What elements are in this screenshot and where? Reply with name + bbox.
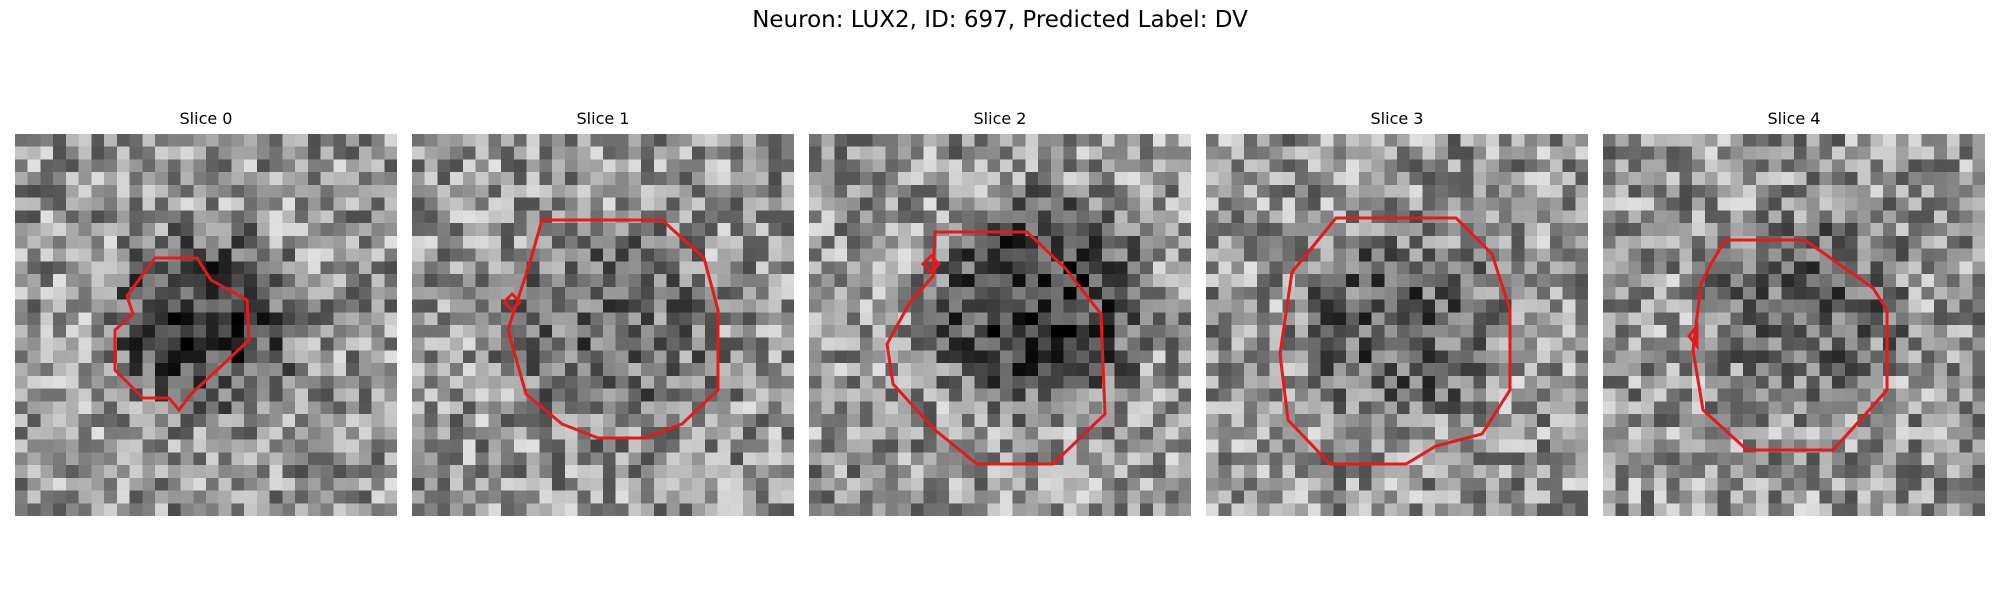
noise-image <box>809 134 1191 516</box>
slice-title: Slice 3 <box>1370 109 1424 128</box>
noise-image <box>15 134 397 516</box>
slice-panel-2: Slice 2 <box>809 108 1191 516</box>
slice-image <box>412 134 794 516</box>
slice-panel-1: Slice 1 <box>412 108 794 516</box>
noise-image <box>1603 134 1985 516</box>
slice-image <box>1206 134 1588 516</box>
slice-image <box>809 134 1191 516</box>
slice-title: Slice 2 <box>973 109 1027 128</box>
figure-title: Neuron: LUX2, ID: 697, Predicted Label: … <box>752 7 1248 33</box>
slice-panel-4: Slice 4 <box>1603 108 1985 516</box>
roi-contour <box>501 218 720 440</box>
roi-contour <box>1687 238 1889 452</box>
roi-contour <box>885 230 1107 466</box>
slice-panel-0: Slice 0 <box>15 108 397 516</box>
roi-contour <box>113 256 251 413</box>
slice-image <box>1603 134 1985 516</box>
slice-title: Slice 4 <box>1767 109 1821 128</box>
noise-image <box>1206 134 1588 516</box>
noise-image <box>412 134 794 516</box>
slice-title: Slice 1 <box>576 109 630 128</box>
roi-contour <box>1278 216 1512 466</box>
slice-title: Slice 0 <box>179 109 233 128</box>
slice-panel-3: Slice 3 <box>1206 108 1588 516</box>
slice-image <box>15 134 397 516</box>
